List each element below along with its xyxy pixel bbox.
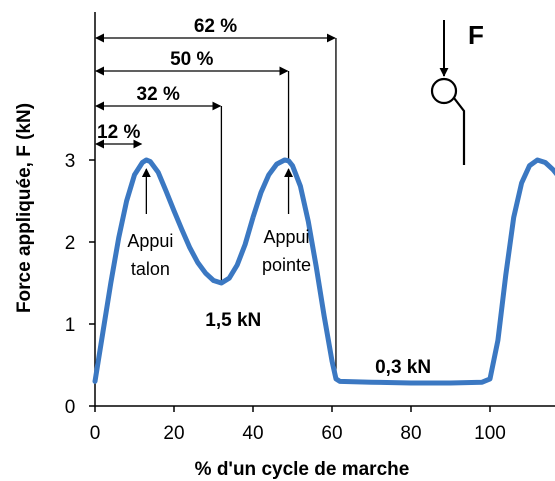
x-tick-label: 40 [242,423,263,444]
y-tick-label: 3 [65,151,76,172]
axes [94,12,555,407]
y-tick-label: 1 [65,315,76,336]
valley-label: 1,5 kN [205,310,261,331]
y-ticks: 0 1 2 3 [65,151,95,418]
heel-label-line2: talon [131,259,170,279]
toe-label-line2: pointe [262,255,311,275]
phase-label: 12 % [97,122,140,143]
y-axis-title: Force appliquée, F (kN) [14,103,35,313]
x-ticks: 0 20 40 60 80 100 [90,406,506,444]
phase-label: 32 % [137,84,180,105]
y-tick-label: 0 [65,397,76,418]
x-tick-label: 80 [400,423,421,444]
limb-segment-icon [453,97,466,165]
force-letter: F [468,20,484,50]
joint-circle-icon [430,77,458,105]
x-tick-label: 100 [474,423,506,444]
x-axis-title: % d'un cycle de marche [195,459,410,480]
force-diagram: F [430,20,484,165]
plateau-label: 0,3 kN [375,357,431,378]
heel-label-line1: Appui [127,231,173,251]
y-tick-label: 2 [65,233,76,254]
phase-markers: 12 % 32 % 50 % 62 % [95,16,337,379]
x-tick-label: 20 [163,423,184,444]
phase-label: 50 % [170,49,213,70]
x-tick-label: 60 [321,423,342,444]
annotations: Appui talon Appui pointe 1,5 kN 0,3 kN [127,168,431,378]
x-tick-label: 0 [90,423,101,444]
force-curve [92,157,555,386]
toe-label-line1: Appui [264,227,310,247]
phase-label: 62 % [194,16,237,37]
